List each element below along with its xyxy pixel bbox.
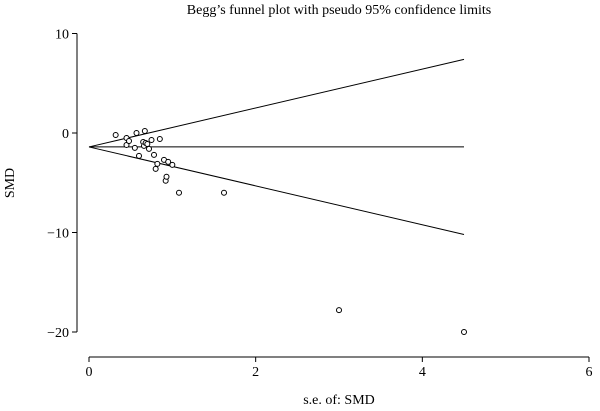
study-point [176,189,182,196]
x-tick-label: 4 [419,365,426,380]
study-point [151,151,157,158]
x-tick-label: 2 [252,365,259,380]
study-point [146,145,152,152]
y-tick-label: 0 [62,127,69,142]
study-point [144,140,151,147]
study-point [133,130,140,136]
study-point [169,161,176,168]
y-tick-label: 10 [55,28,69,43]
study-point [141,128,148,135]
study-point [112,131,119,138]
confidence-lines [88,58,465,235]
study-point [461,329,467,335]
y-tick-label: −10 [47,227,69,242]
study-point [163,173,170,180]
x-axis-title: s.e. of: SMD [303,393,375,408]
study-point [154,160,161,167]
study-points [112,128,467,335]
x-axis-ticks: 0 2 4 6 [86,357,593,380]
upper-limit-line [88,58,465,148]
x-tick-label: 6 [586,365,593,380]
study-point [336,307,342,314]
study-point [152,165,159,172]
y-axis-ticks: 10 0 −10 −20 [47,28,77,341]
study-point [148,136,155,143]
study-point [221,189,227,196]
x-tick-label: 0 [86,365,93,380]
study-point [131,144,138,151]
plot-area: 10 0 −10 −20 0 2 4 6 [47,28,592,381]
study-point [165,158,172,165]
lower-limit-line [88,146,465,235]
study-point [126,137,132,144]
y-axis-title: SMD [3,168,18,198]
chart-title: Begg’s funnel plot with pseudo 95% confi… [187,3,491,18]
y-tick-label: −20 [47,326,69,341]
study-point [156,135,163,142]
study-point [136,152,142,159]
